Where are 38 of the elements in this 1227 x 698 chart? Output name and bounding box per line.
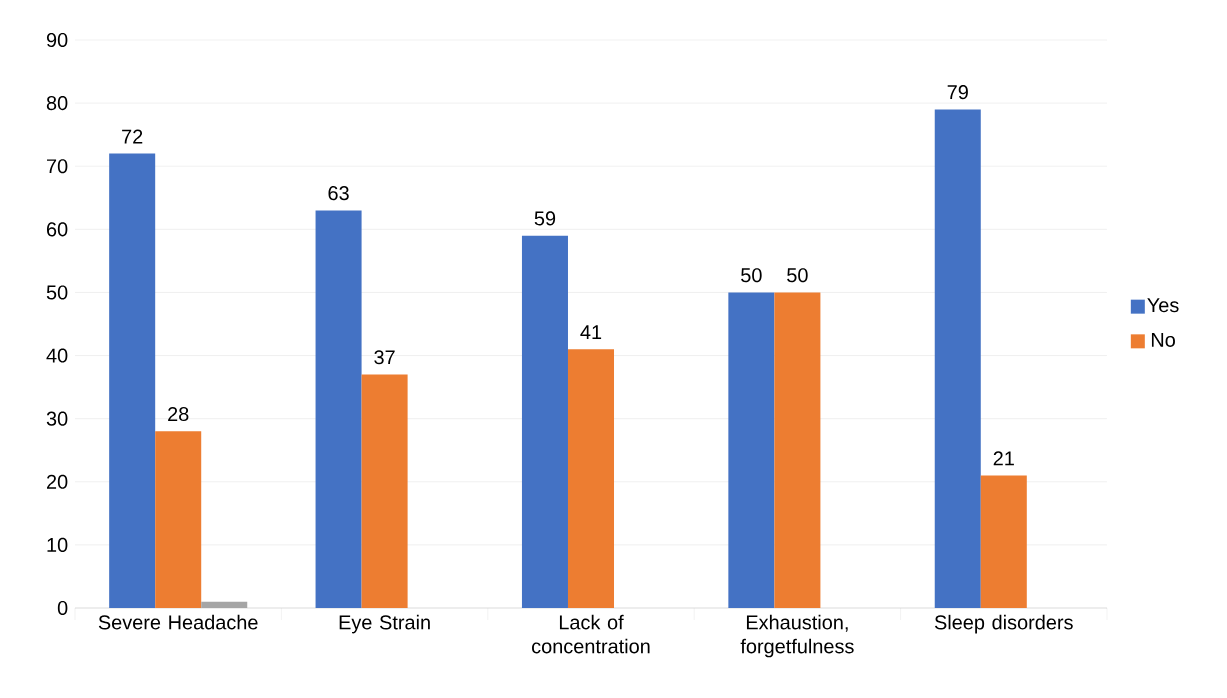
- data-label: 21: [993, 451, 1014, 466]
- y-tick-label: 10: [47, 537, 68, 552]
- y-tick-label: 60: [47, 222, 68, 237]
- y-tick-label: 0: [57, 600, 68, 616]
- data-label: 72: [122, 129, 143, 144]
- bar: [109, 153, 156, 608]
- legend-label: No: [1151, 333, 1175, 347]
- data-label: 59: [534, 211, 556, 226]
- bar: [567, 349, 615, 608]
- x-tick-label: Exhaustion, forgetfulness: [740, 614, 854, 658]
- x-tick-label: Lack of concentration: [532, 614, 650, 654]
- bar: [728, 292, 775, 608]
- bar: [201, 601, 248, 608]
- y-tick-label: 20: [47, 474, 68, 489]
- bar: [934, 109, 981, 608]
- bar: [774, 292, 821, 608]
- x-tick-label: Eye Strain: [339, 614, 430, 634]
- bar: [521, 235, 568, 608]
- x-tick-label: Severe Headache: [98, 614, 258, 630]
- y-tick-label: 30: [46, 411, 68, 426]
- data-label: 50: [741, 268, 762, 283]
- data-label: 28: [168, 406, 189, 422]
- data-label: 63: [328, 186, 349, 201]
- bar: [155, 431, 202, 608]
- y-tick-label: 40: [46, 348, 68, 363]
- y-tick-label: 50: [46, 285, 68, 300]
- bar: [315, 210, 362, 608]
- y-tick-label: 90: [46, 32, 68, 48]
- y-tick-label: 70: [47, 159, 68, 174]
- data-label: 79: [947, 85, 968, 100]
- bar: [361, 374, 408, 608]
- x-tick-label: Sleep disorders: [934, 614, 1073, 634]
- data-label: 50: [787, 268, 808, 283]
- data-label: 37: [374, 350, 395, 365]
- data-label: 41: [580, 325, 602, 340]
- y-tick-label: 80: [46, 96, 68, 111]
- bar: [980, 475, 1027, 608]
- legend-label: Yes: [1147, 298, 1179, 313]
